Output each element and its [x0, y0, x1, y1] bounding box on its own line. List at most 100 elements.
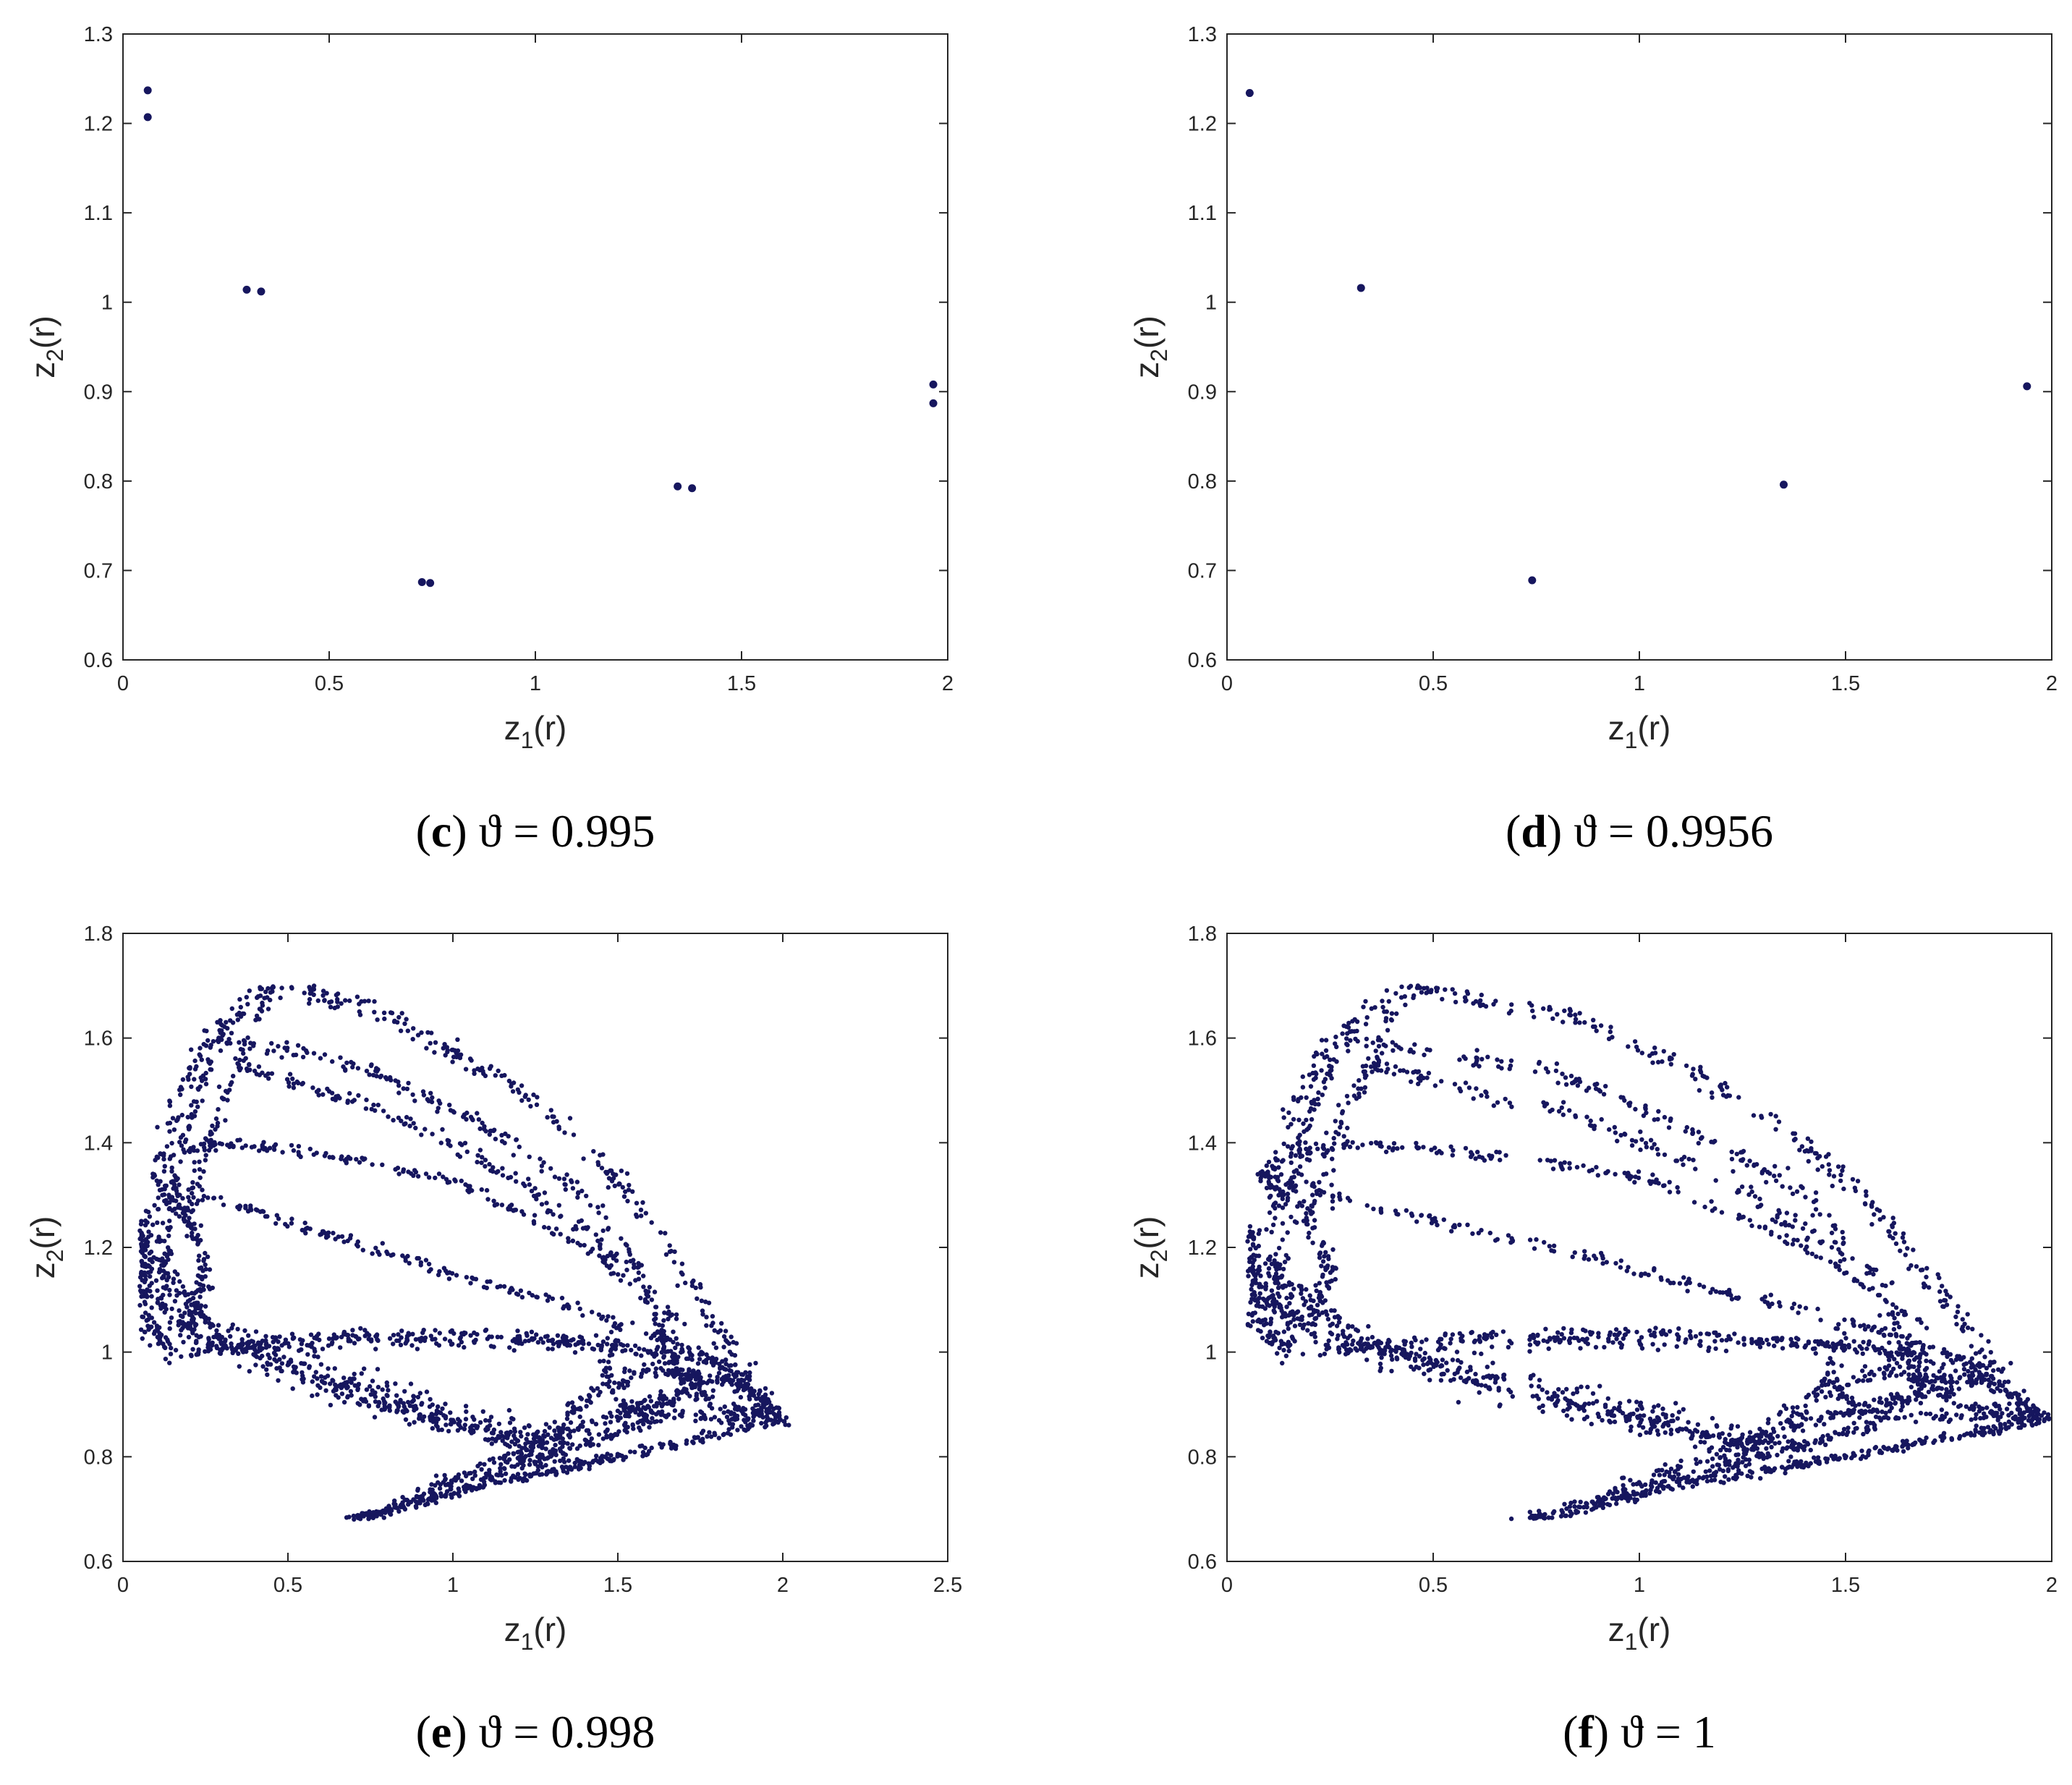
data-point — [519, 1433, 524, 1439]
data-point — [630, 1189, 635, 1195]
data-point — [419, 1132, 424, 1137]
data-point — [634, 1200, 640, 1206]
data-point — [671, 1339, 676, 1345]
data-point — [1610, 1496, 1615, 1501]
data-point — [549, 1231, 555, 1236]
data-point — [1872, 1423, 1877, 1428]
data-point — [2023, 382, 2031, 391]
data-point — [553, 1226, 559, 1231]
data-point — [1756, 1451, 1761, 1456]
data-point — [1450, 1357, 1456, 1362]
data-point — [752, 1388, 757, 1394]
data-point — [1634, 1407, 1640, 1412]
data-point — [149, 1305, 154, 1310]
data-point — [610, 1352, 615, 1357]
data-point — [502, 1140, 507, 1145]
data-point — [734, 1416, 739, 1421]
data-point — [464, 1473, 469, 1479]
data-point — [429, 1417, 434, 1422]
data-point — [156, 1341, 161, 1346]
data-point — [656, 1359, 662, 1365]
data-point — [265, 995, 270, 1000]
data-point — [203, 1043, 209, 1048]
data-point — [1794, 1459, 1799, 1464]
data-point — [1245, 89, 1254, 98]
data-point — [1725, 1441, 1731, 1447]
data-point — [575, 1426, 581, 1431]
data-point — [467, 1471, 472, 1476]
data-point — [534, 1332, 539, 1337]
data-point — [1765, 1454, 1770, 1460]
data-point — [260, 1209, 266, 1214]
x-tick-label: 1.5 — [1831, 672, 1860, 695]
data-point — [216, 1084, 222, 1090]
data-point — [143, 1289, 149, 1294]
caption-text: ϑ = 0.995 — [479, 805, 655, 857]
data-point — [396, 1404, 402, 1409]
data-point — [501, 1284, 507, 1289]
data-point — [1817, 1441, 1823, 1446]
data-point — [623, 1348, 628, 1353]
data-point — [454, 1273, 459, 1278]
data-point — [179, 1112, 184, 1118]
data-point — [1684, 1475, 1689, 1481]
data-point — [556, 1344, 561, 1349]
data-point — [198, 1286, 203, 1292]
data-point — [373, 1399, 378, 1404]
data-point — [275, 1347, 280, 1352]
data-point — [746, 1416, 751, 1421]
data-point — [355, 1066, 361, 1071]
data-point — [1991, 1431, 1996, 1437]
data-point — [1861, 1402, 1867, 1407]
data-point — [611, 1176, 616, 1181]
data-point — [290, 1386, 295, 1391]
data-point — [569, 1338, 574, 1343]
data-point — [605, 1427, 610, 1433]
data-point — [428, 1090, 433, 1096]
data-point — [165, 1226, 170, 1231]
data-point — [545, 1347, 551, 1352]
data-point — [415, 1033, 421, 1038]
data-point — [463, 1489, 468, 1494]
data-point — [721, 1344, 726, 1349]
data-point — [143, 113, 152, 122]
data-point — [643, 1289, 648, 1294]
data-point — [1703, 1469, 1708, 1475]
data-point — [1695, 1422, 1701, 1428]
data-point — [709, 1323, 714, 1328]
data-point — [213, 1148, 218, 1153]
data-point — [398, 1504, 403, 1509]
data-point — [166, 1257, 171, 1263]
data-point — [404, 1409, 409, 1414]
data-point — [470, 1487, 475, 1493]
data-point — [674, 1312, 679, 1318]
data-point — [547, 1425, 552, 1430]
data-point — [1910, 1442, 1915, 1448]
data-point — [457, 1055, 463, 1061]
data-point — [653, 1412, 659, 1417]
data-point — [518, 1288, 524, 1294]
data-point — [464, 1275, 470, 1280]
data-point — [579, 1346, 585, 1352]
data-point — [747, 1373, 752, 1379]
data-point — [763, 1386, 768, 1391]
data-point — [251, 1344, 256, 1349]
data-point — [289, 1331, 295, 1336]
data-point — [151, 1331, 157, 1336]
x-tick-label: 0.5 — [315, 672, 344, 695]
data-point — [1542, 1512, 1547, 1517]
data-point — [1615, 1496, 1620, 1501]
data-point — [426, 1175, 432, 1180]
data-point — [1770, 1426, 1776, 1432]
data-point — [177, 1291, 182, 1296]
data-point — [439, 1427, 444, 1433]
data-point — [671, 1374, 676, 1379]
data-point — [527, 1462, 532, 1467]
data-point — [708, 1417, 714, 1422]
data-point — [723, 1367, 729, 1372]
data-point — [488, 1064, 493, 1069]
data-point — [467, 1184, 472, 1189]
x-tick-label: 1 — [1634, 1574, 1645, 1597]
data-point — [674, 1336, 679, 1341]
data-point — [148, 1274, 153, 1279]
